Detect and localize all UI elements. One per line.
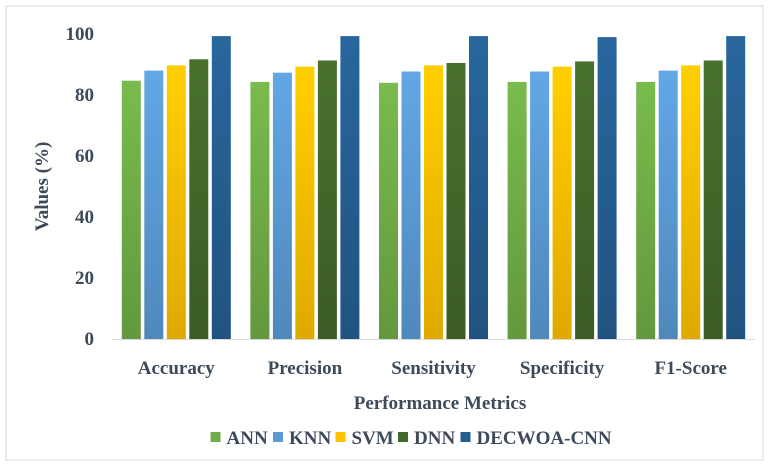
legend-label: SVM: [352, 428, 394, 449]
bar-knn-f1-score: [658, 70, 678, 339]
bar-ann-sensitivity: [379, 82, 398, 340]
bar-ann-precision: [250, 81, 270, 340]
legend-label: ANN: [227, 428, 268, 449]
legend-swatch-decwoa-cnn: [460, 432, 471, 442]
bar-knn-sensitivity: [401, 71, 421, 339]
y-tick-label: 40: [75, 207, 94, 228]
bar-svm-accuracy: [166, 65, 186, 340]
legend-swatch-ann: [210, 432, 221, 442]
bar-dnn-sensitivity: [446, 63, 466, 339]
y-tick-label: 20: [75, 268, 94, 289]
bar-dnn-specificity: [575, 61, 595, 340]
bar-dnn-f1-score: [703, 60, 723, 339]
legend-label: DNN: [414, 428, 455, 449]
bar-svm-f1-score: [681, 65, 701, 340]
x-category-label: Precision: [268, 358, 343, 379]
bar-decwoa-cnn-accuracy: [211, 36, 231, 339]
legend-swatch-svm: [335, 432, 346, 442]
bar-decwoa-cnn-f1-score: [726, 36, 746, 339]
y-tick-label: 80: [75, 85, 94, 106]
bar-svm-precision: [295, 66, 315, 339]
bar-knn-precision: [272, 72, 292, 339]
bar-ann-accuracy: [121, 80, 141, 339]
bar-ann-f1-score: [636, 81, 656, 340]
legend-label: DECWOA-CNN: [477, 428, 612, 449]
legend-label: KNN: [289, 428, 332, 449]
bar-svm-sensitivity: [424, 65, 443, 340]
x-category-label: Sensitivity: [391, 358, 476, 379]
x-category-label: F1-Score: [654, 358, 726, 379]
y-axis-title: Values (%): [32, 142, 53, 232]
bar-series: [121, 36, 746, 340]
y-tick-label: 60: [75, 146, 94, 167]
legend-swatch-dnn: [398, 432, 408, 442]
bar-decwoa-cnn-sensitivity: [469, 36, 488, 339]
x-category-label: Specificity: [520, 358, 605, 379]
y-tick-label: 0: [85, 329, 95, 350]
bar-decwoa-cnn-precision: [340, 36, 360, 339]
bar-svm-specificity: [552, 66, 572, 339]
x-axis-title: Performance Metrics: [354, 393, 526, 414]
bar-knn-specificity: [530, 71, 550, 339]
bar-dnn-accuracy: [189, 59, 209, 340]
chart-legend: ANN KNN SVM DNN DECWOA-CNN: [210, 428, 612, 449]
x-category-label: Accuracy: [138, 358, 216, 379]
bar-knn-accuracy: [144, 70, 164, 339]
y-tick-label: 100: [66, 24, 95, 45]
legend-swatch-knn: [273, 432, 283, 442]
bar-decwoa-cnn-specificity: [597, 37, 617, 339]
x-axis-categories: Accuracy Precision Sensitivity Specificity F…: [138, 358, 727, 379]
y-axis-ticks: 0 20 40 60 80 100: [66, 24, 95, 350]
bar-ann-specificity: [507, 81, 527, 340]
bar-dnn-precision: [317, 60, 337, 339]
